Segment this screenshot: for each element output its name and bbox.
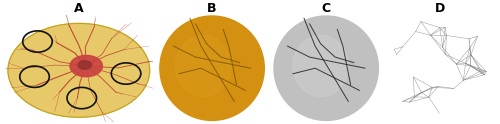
Title: A: A [74,2,84,15]
Ellipse shape [176,35,231,96]
Title: D: D [435,2,446,15]
Ellipse shape [293,35,348,96]
Ellipse shape [8,23,150,117]
Ellipse shape [78,61,92,69]
Title: B: B [208,2,217,15]
Ellipse shape [390,16,490,120]
Circle shape [274,16,378,120]
Title: C: C [322,2,331,15]
Circle shape [160,16,264,120]
Ellipse shape [70,55,102,77]
